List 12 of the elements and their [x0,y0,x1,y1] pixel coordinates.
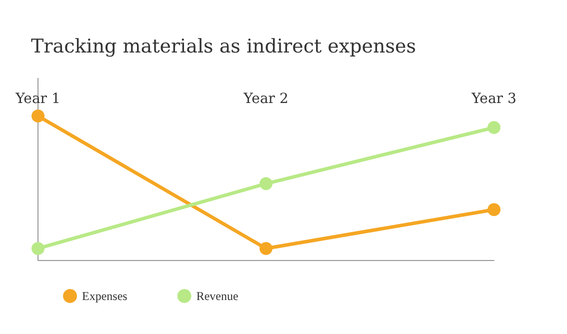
chart-title: Tracking materials as indirect expenses [31,36,416,58]
point [488,121,500,134]
x-tick-label: Year 1 [14,91,60,107]
x-tick-label: Year 2 [242,91,288,107]
point [260,242,272,255]
legend-label: Expenses [82,289,128,303]
point [32,242,44,255]
point [488,203,500,216]
x-tick-label: Year 3 [470,91,516,107]
point [260,177,272,190]
legend-label: Revenue [196,289,238,303]
point [32,110,44,122]
